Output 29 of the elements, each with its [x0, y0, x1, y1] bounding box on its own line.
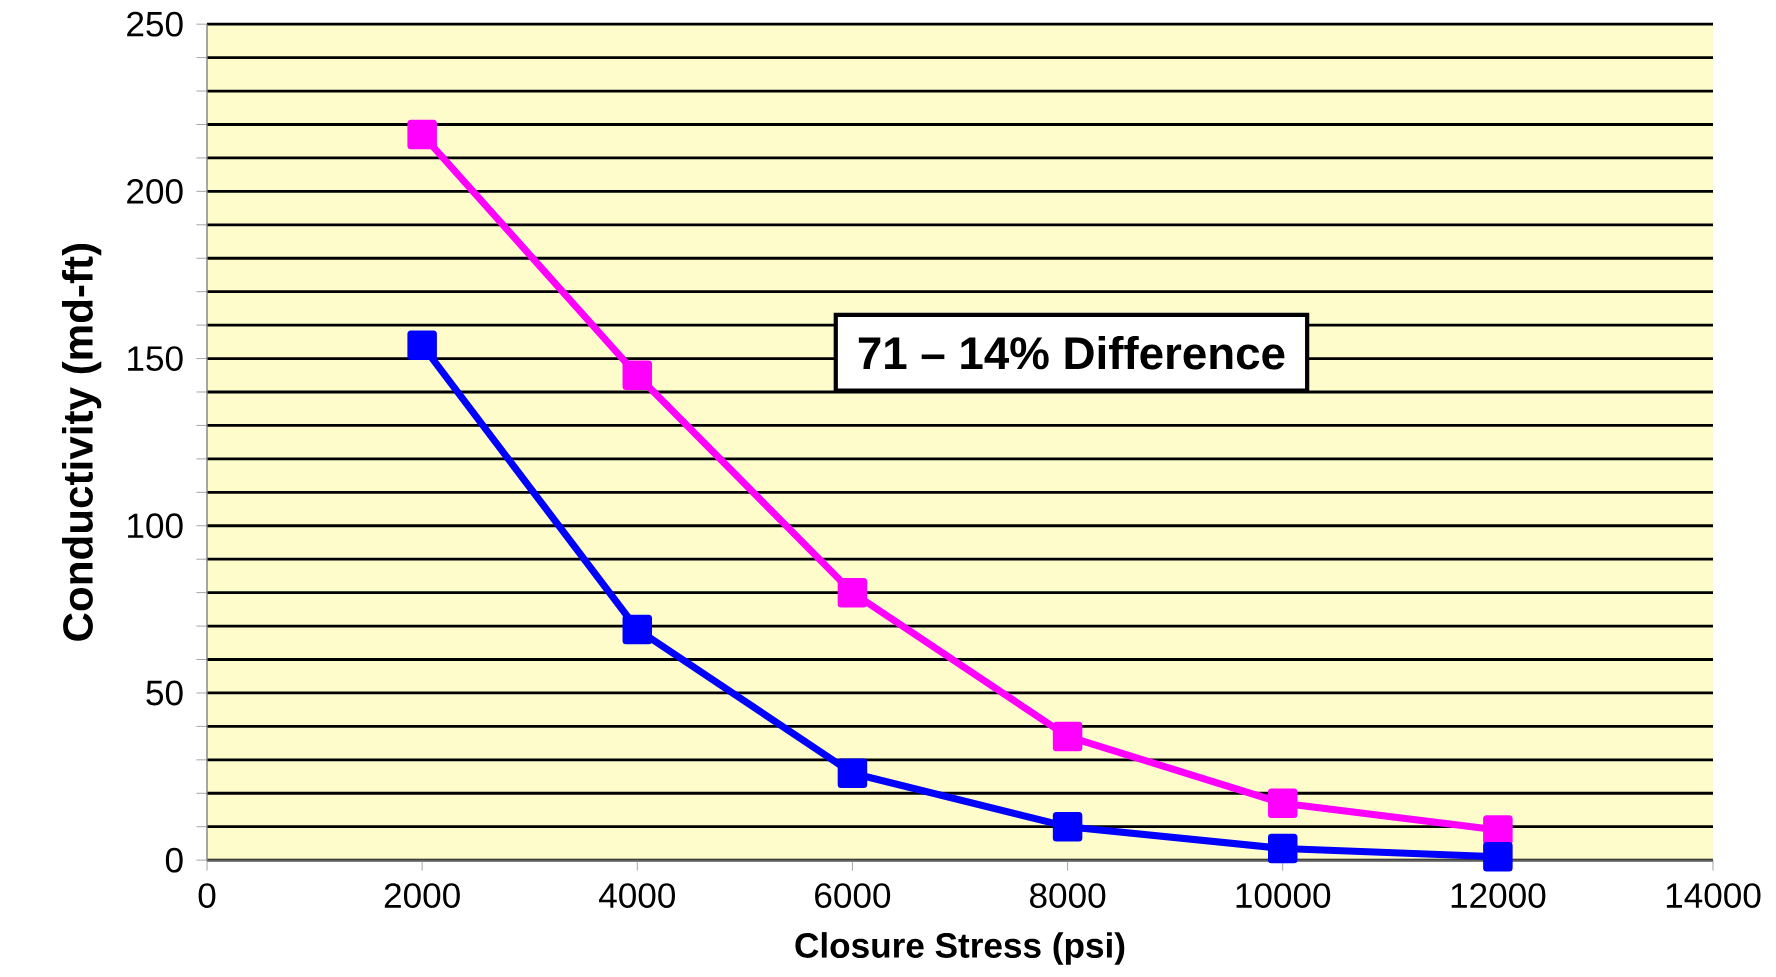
point	[407, 119, 437, 150]
y-tick-label: 100	[128, 513, 183, 539]
x-tick-label: 10000	[1236, 883, 1331, 908]
x-tick-label: 0	[198, 883, 216, 908]
y-tick-label: 0	[165, 847, 183, 873]
annotation: 71 – 14% Difference	[858, 335, 1285, 370]
x-tick-label: 6000	[815, 883, 891, 908]
x-tick-label: 8000	[1030, 883, 1106, 908]
point	[1483, 815, 1513, 845]
x-tick-label: 4000	[599, 883, 676, 908]
point	[1267, 788, 1298, 818]
x-tick-label: 2000	[384, 883, 460, 908]
y-axis-title: Conductivity (md-ft)	[61, 243, 102, 641]
point	[1052, 811, 1083, 842]
y-tick-label: 200	[127, 178, 183, 204]
point	[407, 330, 437, 360]
y-tick-label: 50	[146, 680, 183, 706]
x-axis-title: Closure Stress (psi)	[795, 932, 1125, 965]
y-tick-label: 150	[128, 346, 183, 371]
point	[1483, 841, 1513, 872]
point	[622, 360, 653, 390]
point	[1267, 833, 1298, 864]
point	[837, 577, 868, 608]
x-tick-label: 14000	[1666, 883, 1761, 908]
point	[622, 614, 653, 645]
y-tick-label: 250	[127, 11, 183, 37]
x-tick-label: 12000	[1451, 883, 1546, 908]
point	[837, 758, 868, 788]
point	[1052, 721, 1083, 752]
